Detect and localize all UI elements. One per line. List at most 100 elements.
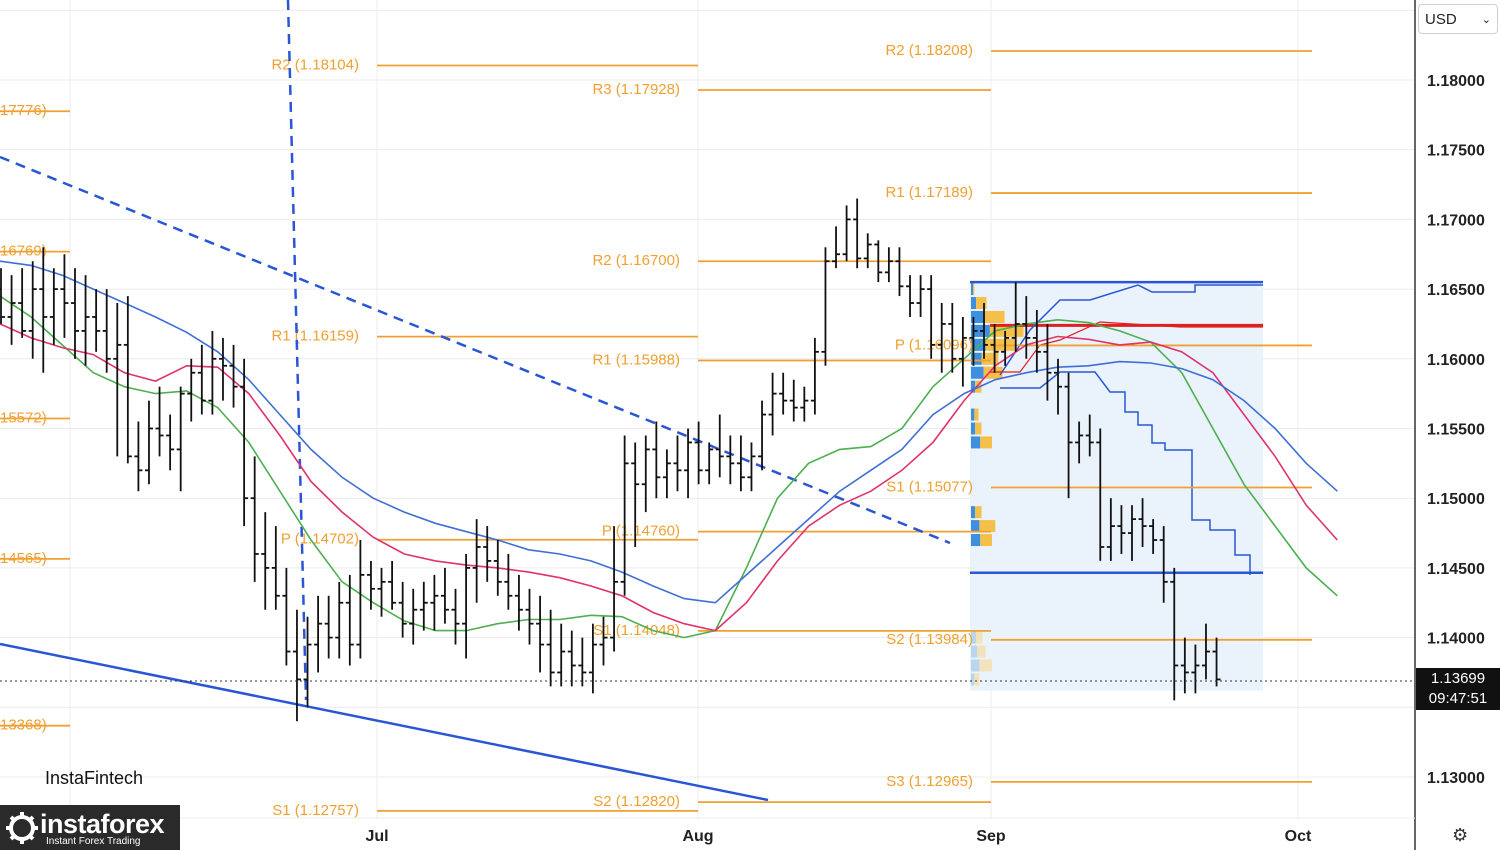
ohlc-bar: [472, 519, 481, 603]
volume-sell-bar: [977, 645, 986, 658]
ohlc-bar: [641, 435, 650, 513]
ohlc-bar: [726, 435, 735, 485]
volume-sell-bar: [983, 310, 1005, 323]
ohlc-bar: [768, 372, 777, 436]
volume-buy-bar: [971, 380, 976, 393]
pivot-label: R2 (1.18208): [885, 42, 973, 59]
vertical-dashed-line: [286, 0, 308, 701]
ohlc-bar: [546, 609, 555, 687]
ohlc-bar: [853, 198, 862, 269]
ohlc-bar: [271, 526, 280, 610]
ohlc-bar: [155, 386, 164, 457]
volume-sell-bar: [973, 283, 975, 296]
ohlc-bar: [990, 323, 999, 373]
ohlc-bar: [81, 275, 90, 366]
price-tick-label: 1.15000: [1427, 491, 1485, 508]
price-tick-label: 1.18000: [1427, 73, 1485, 90]
volume-buy-bar: [971, 506, 976, 519]
volume-buy-bar: [971, 520, 980, 533]
volume-buy-bar: [971, 673, 975, 686]
ohlc-bar: [493, 540, 502, 596]
volume-buy-bar: [971, 645, 978, 658]
price-tick-label: 1.16500: [1427, 282, 1485, 299]
pivot-levels: R2 (1.18104) R1 (1.16159) P (1.14702) S1 (1…: [0, 42, 1312, 819]
ohlc-bar: [1201, 623, 1210, 680]
ohlc-bar: [1032, 310, 1041, 373]
ohlc-bar: [1180, 637, 1189, 694]
vp-step-line-upper: [999, 284, 1263, 376]
currency-label: USD: [1425, 10, 1457, 28]
volume-sell-bar: [979, 659, 992, 672]
price-tick-label: 1.14000: [1427, 631, 1485, 648]
logo-title: instaforex: [40, 809, 165, 839]
ohlc-bar: [832, 226, 841, 269]
volume-buy-bar: [971, 422, 976, 435]
ohlc-bar: [673, 435, 682, 492]
ohlc-bar: [588, 623, 597, 694]
ohlc-bar: [1043, 323, 1052, 401]
ohlc-bar: [335, 581, 344, 659]
time-axis[interactable]: Jul Aug Sep Oct: [365, 828, 1312, 845]
ohlc-bar: [282, 567, 291, 666]
ohlc-bar: [980, 303, 989, 359]
price-axis[interactable]: 1.18000 1.17500 1.17000 1.16500 1.16000 1.155…: [1427, 73, 1485, 787]
ohlc-bar: [483, 526, 492, 582]
ohlc-bar: [937, 303, 946, 373]
ohlc-bar: [187, 358, 196, 422]
price-tick-label: 1.13000: [1427, 770, 1485, 787]
pivot-label: R1 (1.15988): [592, 351, 680, 368]
volume-profile: [970, 280, 1263, 691]
ohlc-bar: [1212, 637, 1221, 687]
volume-buy-bar: [971, 534, 981, 547]
currency-selector[interactable]: USD ⌄: [1418, 4, 1498, 34]
gear-icon[interactable]: ⚙: [1452, 825, 1469, 845]
ohlc-bar: [821, 247, 830, 366]
pivot-label: P (1.14702): [281, 531, 359, 548]
pivot-label: R1 (1.17189): [885, 184, 973, 201]
volume-buy-bar: [971, 352, 982, 365]
ohlc-bar: [113, 303, 122, 457]
ohlc-bar: [218, 337, 227, 401]
ohlc-bar: [1001, 330, 1010, 366]
ohlc-bar: [1011, 282, 1020, 352]
bar-countdown: 09:47:51: [1428, 690, 1488, 707]
ohlc-bar: [863, 233, 872, 269]
ohlc-bar: [800, 386, 809, 422]
ohlc-bar: [134, 421, 143, 492]
ohlc-bar: [7, 275, 16, 345]
ohlc-bar: [345, 574, 354, 666]
pivot-label: R1 (1.16159): [271, 328, 359, 345]
pivot-label: 17776): [0, 102, 47, 119]
moving-average-line: [0, 295, 1338, 639]
pivot-label: P (1.14760): [602, 523, 680, 540]
ohlc-bar: [303, 616, 312, 708]
ohlc-bar: [736, 435, 745, 492]
volume-buy-bar: [971, 366, 984, 379]
trend-lines: [0, 0, 951, 802]
ohlc-bar: [747, 442, 756, 492]
ohlc-bar: [705, 442, 714, 485]
vp-step-line-lower: [1000, 371, 1251, 575]
volume-sell-bar: [980, 534, 992, 547]
volume-sell-bar: [974, 673, 980, 686]
price-tick-label: 1.16000: [1427, 352, 1485, 369]
ohlc-bar: [324, 595, 333, 659]
ohlc-bar: [1085, 414, 1094, 457]
ohlc-bar: [1191, 644, 1200, 694]
ohlc-bar: [430, 574, 439, 631]
pivot-label: 16769): [0, 243, 47, 260]
volume-buy-bar: [971, 631, 977, 644]
ohlc-bar: [842, 205, 851, 262]
chevron-down-icon: ⌄: [1481, 13, 1491, 26]
ohlc-bar: [895, 247, 904, 297]
month-tick-label: Jul: [365, 828, 388, 845]
ohlc-bar: [694, 421, 703, 485]
ohlc-bar: [250, 456, 259, 582]
pivot-label: S1 (1.12757): [272, 802, 359, 819]
volume-buy-bar: [971, 436, 981, 449]
ohlc-bar: [525, 588, 534, 645]
volume-sell-bar: [975, 422, 982, 435]
ohlc-bar: [1159, 526, 1168, 603]
ohlc-bar: [567, 630, 576, 687]
